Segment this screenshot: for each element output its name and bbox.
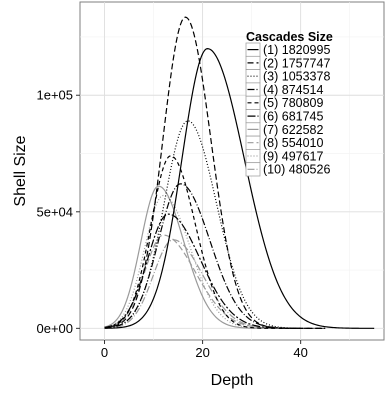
x-tick-label: 40 (293, 345, 307, 360)
series-line-7 (104, 185, 277, 329)
legend: Cascades Size (1) 1820995(2) 1757747(3) … (245, 30, 333, 177)
legend-label: (10) 480526 (263, 163, 330, 177)
y-tick-label: 0e+00 (36, 321, 73, 336)
y-axis-label: Shell Size (12, 135, 29, 206)
legend-label: (7) 622582 (263, 123, 324, 137)
x-tick-label: 0 (101, 345, 108, 360)
y-tick-label: 5e+04 (36, 204, 73, 219)
series-line-1 (104, 48, 375, 329)
major-gridlines (80, 2, 384, 340)
y-axis-ticks: 0e+00 5e+04 1e+05 (36, 88, 80, 336)
legend-label: (3) 1053378 (263, 70, 330, 84)
legend-items: (1) 1820995(2) 1757747(3) 1053378(4) 874… (245, 42, 330, 177)
legend-label: (9) 497617 (263, 149, 324, 163)
series-line-6 (104, 213, 301, 329)
legend-label: (1) 1820995 (263, 43, 330, 57)
legend-title: Cascades Size (246, 30, 333, 44)
legend-label: (5) 780809 (263, 96, 324, 110)
legend-label: (8) 554010 (263, 136, 324, 150)
series-line-9 (104, 194, 277, 329)
legend-label: (2) 1757747 (263, 56, 330, 70)
legend-label: (6) 681745 (263, 110, 324, 124)
x-axis-ticks: 0 20 40 (101, 340, 308, 360)
series-line-5 (104, 155, 301, 329)
y-tick-label: 1e+05 (36, 88, 73, 103)
x-axis-label: Depth (211, 372, 254, 389)
series-line-2 (104, 16, 326, 329)
legend-label: (4) 874514 (263, 83, 324, 97)
x-tick-label: 20 (195, 345, 209, 360)
series-layer (104, 16, 375, 329)
plot-panel (79, 1, 385, 341)
